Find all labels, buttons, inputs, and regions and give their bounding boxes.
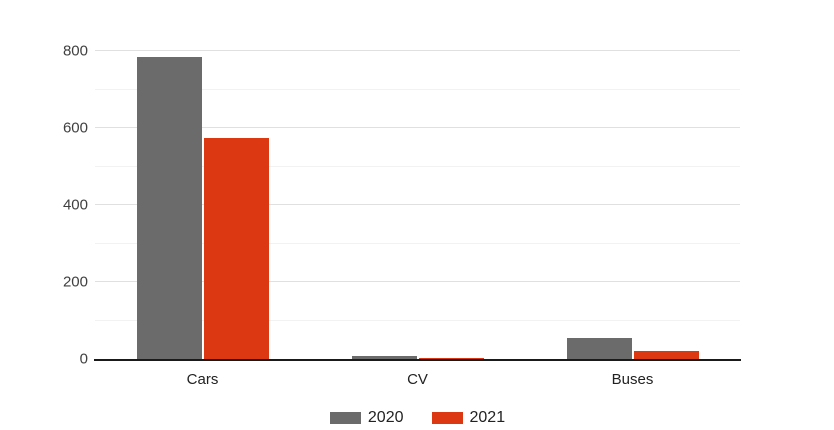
y-tick-label-800: 800 [62,42,88,60]
bar-buses-2021[interactable] [633,351,699,359]
major-gridline-400 [95,204,740,206]
x-axis-baseline [94,359,741,361]
y-tick-label-200: 200 [62,273,88,291]
y-tick-label-0: 0 [79,350,88,368]
major-gridline-600 [95,127,740,129]
plot-area [95,13,740,359]
major-gridline-200 [95,281,740,283]
y-axis: 0 200 400 600 800 [0,13,88,367]
y-tick-label-400: 400 [62,196,88,214]
minor-gridline-300 [95,242,740,244]
bar-cv-2020[interactable] [351,356,417,359]
minor-gridline-100 [95,319,740,321]
legend-item-2020[interactable]: 2020 [329,409,404,427]
bar-cars-2020[interactable] [136,57,202,359]
legend-item-2021[interactable]: 2021 [431,409,506,427]
minor-gridline-700 [95,88,740,90]
x-axis-label-cars: Cars [186,371,219,388]
legend-label-2020: 2020 [367,409,404,426]
legend-label-2021: 2021 [469,409,506,426]
legend-swatch-2020 [329,412,361,424]
legend-swatch-2021 [431,412,463,424]
legend: 2020 2021 [95,409,740,427]
bar-cv-2021[interactable] [418,358,484,359]
bar-buses-2020[interactable] [566,337,632,359]
x-axis-label-buses: Buses [611,371,654,388]
y-tick-label-600: 600 [62,119,88,137]
x-axis-label-cv: CV [407,371,428,388]
bar-cars-2021[interactable] [203,137,269,359]
minor-gridline-500 [95,165,740,167]
major-gridline-800 [95,50,740,52]
